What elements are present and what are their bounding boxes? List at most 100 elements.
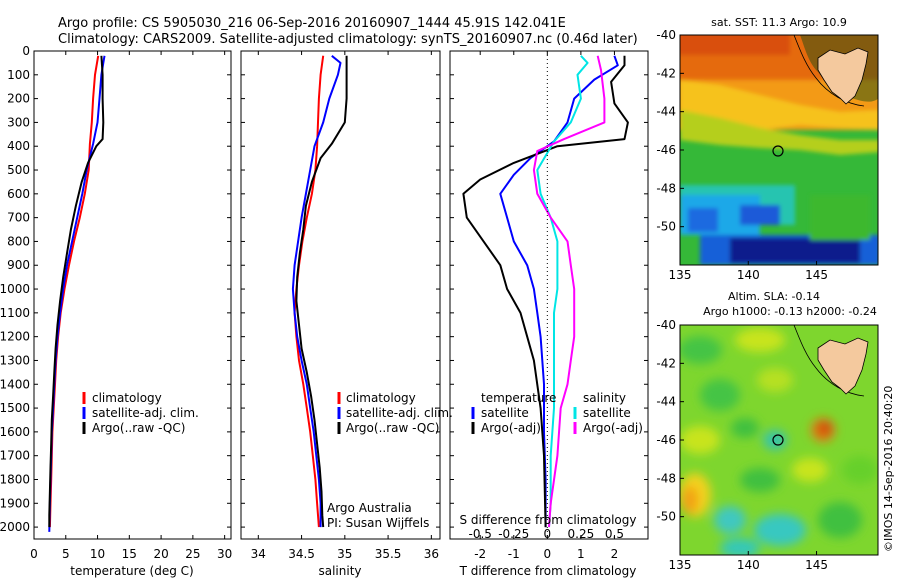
y-tick-label: 300 xyxy=(7,115,30,129)
y-tick-label: 400 xyxy=(7,139,30,153)
legend-label: satellite xyxy=(481,406,529,420)
difference-plot-frame xyxy=(449,50,649,540)
sla-field-detail xyxy=(680,328,878,555)
temperature-axes: 0 5 10 15 20 25 300100200300400500600700800900… xyxy=(0,44,232,561)
map-y-tick-label: -46 xyxy=(656,433,676,447)
y-tick-label: 1800 xyxy=(0,472,30,486)
series-line-satellite-adj-clim- xyxy=(291,55,342,528)
annotation-pi: PI: Susan Wijffels xyxy=(327,516,429,530)
salinity-legend: climatology satellite-adj. clim. Argo(..… xyxy=(327,391,453,530)
y-tick-label: 800 xyxy=(7,234,30,248)
x-tick-label: -1 xyxy=(508,547,520,561)
x-tick-label: 25 xyxy=(185,547,200,561)
temperature-legend: climatology satellite-adj. clim. Argo(..… xyxy=(82,391,199,435)
y-tick-label: 1600 xyxy=(0,425,30,439)
x-tick-label: 15 xyxy=(122,547,137,561)
map-x-tick-label: 145 xyxy=(805,268,828,282)
map-x-tick-label: 145 xyxy=(805,558,828,572)
secondary-x-tick-label: 0 xyxy=(544,527,552,541)
sla-map-axes: 135 140 145 -40 -42 -44 -46 -48 -50 xyxy=(656,318,828,572)
legend-label: satellite xyxy=(583,406,631,420)
x-tick-label: 20 xyxy=(153,547,168,561)
y-tick-label: 1700 xyxy=(0,449,30,463)
x-tick-label: 35 xyxy=(337,547,352,561)
salinity-plot-frame xyxy=(240,50,441,540)
series-line-temperature-argo-adj- xyxy=(462,55,629,528)
map-y-tick-label: -50 xyxy=(656,510,676,524)
imos-watermark: ©IMOS 14-Sep-2016 20:40:20 xyxy=(882,386,895,552)
difference-secondary-xlabel: S difference from climatology xyxy=(460,513,637,527)
map-y-tick-label: -42 xyxy=(656,66,676,80)
y-tick-label: 2000 xyxy=(0,520,30,534)
series-line-satellite-adj-clim- xyxy=(48,55,106,532)
y-tick-label: 600 xyxy=(7,187,30,201)
legend-label: climatology xyxy=(92,391,162,405)
x-tick-label: 10 xyxy=(90,547,105,561)
map-y-tick-label: -50 xyxy=(656,220,676,234)
legend-label: Argo(-adj) xyxy=(583,421,643,435)
salinity-axes: 34 34.5 35 35.5 36 xyxy=(241,50,440,561)
sla-map-title-line2: Argo h1000: -0.13 h2000: -0.24 xyxy=(703,305,877,318)
map-y-tick-label: -48 xyxy=(656,471,676,485)
x-tick-label: 34 xyxy=(251,547,266,561)
header-line-2: Climatology: CARS2009. Satellite-adjuste… xyxy=(58,32,638,47)
y-tick-label: 0 xyxy=(22,44,30,58)
sst-map-title: sat. SST: 11.3 Argo: 10.9 xyxy=(711,16,847,29)
annotation-argo-australia: Argo Australia xyxy=(327,501,412,515)
series-line-argo-raw-qc- xyxy=(295,55,348,528)
legend-label: satellite-adj. clim. xyxy=(346,406,453,420)
legend-label: satellite-adj. clim. xyxy=(92,406,199,420)
map-x-tick-label: 140 xyxy=(737,268,760,282)
x-tick-label: 0 xyxy=(30,547,38,561)
x-tick-label: 0 xyxy=(544,547,552,561)
y-tick-label: 700 xyxy=(7,211,30,225)
series-line-argo-raw-qc- xyxy=(48,55,105,528)
map-y-tick-label: -44 xyxy=(656,395,676,409)
y-tick-label: 900 xyxy=(7,258,30,272)
salinity-xlabel: salinity xyxy=(318,564,361,578)
y-tick-label: 1900 xyxy=(0,496,30,510)
x-tick-label: 30 xyxy=(217,547,232,561)
series-line-salinity-satellite xyxy=(536,55,589,528)
map-x-tick-label: 135 xyxy=(669,558,692,572)
y-tick-label: 1100 xyxy=(0,306,30,320)
y-tick-label: 1300 xyxy=(0,353,30,367)
tasmania-landmass xyxy=(817,47,869,105)
difference-legend: temperature satellite Argo(-adj) salinit… xyxy=(471,391,643,435)
difference-xlabel: T difference from climatology xyxy=(459,564,637,578)
map-y-tick-label: -46 xyxy=(656,143,676,157)
argo-location-marker xyxy=(772,145,784,157)
series-line-climatology xyxy=(48,55,100,528)
y-tick-label: 1500 xyxy=(0,401,30,415)
difference-axes: -2 -1 0 1 2 -0.5 -0.25 0 0.25 0.5 xyxy=(450,50,648,561)
sst-map-axes: 135 140 145 -40 -42 -44 -46 -48 -50 xyxy=(656,28,828,282)
y-tick-label: 1200 xyxy=(0,330,30,344)
x-tick-label: -2 xyxy=(474,547,486,561)
sla-map xyxy=(680,325,878,555)
legend-label: Argo(..raw -QC) xyxy=(92,421,185,435)
legend-label: climatology xyxy=(346,391,416,405)
map-y-tick-label: -44 xyxy=(656,105,676,119)
legend-title-salinity: salinity xyxy=(583,391,626,405)
x-tick-label: 36 xyxy=(424,547,439,561)
secondary-x-tick-label: -0.5 xyxy=(468,527,491,541)
secondary-x-tick-label: 0.5 xyxy=(605,527,624,541)
temperature-xlabel: temperature (deg C) xyxy=(70,564,193,578)
sst-map xyxy=(680,35,878,265)
argo-location-marker xyxy=(772,434,784,446)
y-tick-label: 500 xyxy=(7,163,30,177)
y-tick-label: 1000 xyxy=(0,282,30,296)
map-y-tick-label: -42 xyxy=(656,356,676,370)
x-tick-label: 2 xyxy=(611,547,619,561)
secondary-x-tick-label: -0.25 xyxy=(498,527,529,541)
y-tick-label: 200 xyxy=(7,92,30,106)
temperature-plot-frame xyxy=(33,50,232,540)
secondary-x-tick-label: 0.25 xyxy=(568,527,595,541)
y-tick-label: 100 xyxy=(7,68,30,82)
x-tick-label: 5 xyxy=(62,547,70,561)
legend-label: Argo(..raw -QC) xyxy=(346,421,439,435)
legend-label: Argo(-adj) xyxy=(481,421,541,435)
series-line-salinity-argo-adj- xyxy=(532,55,606,528)
sla-map-title-line1: Altim. SLA: -0.14 xyxy=(728,290,820,303)
